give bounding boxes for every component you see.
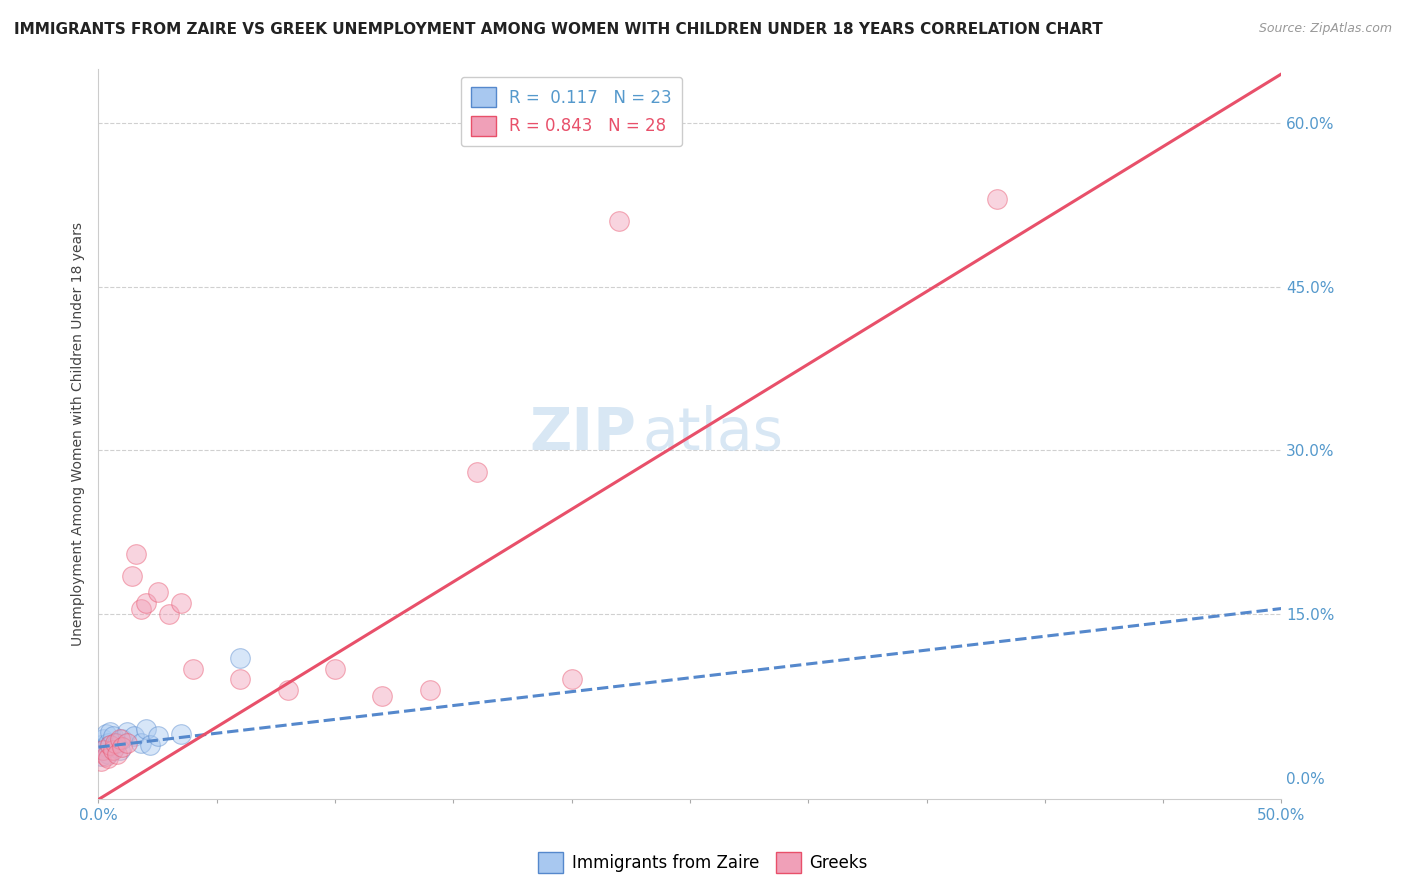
Point [101, 743, 124, 757]
Point [97, 747, 120, 761]
Point [135, 596, 157, 610]
Point [105, 736, 128, 750]
Point [146, 729, 169, 743]
Point [111, 732, 134, 747]
Text: atlas: atlas [643, 406, 783, 462]
Point [90, 748, 112, 763]
Point [146, 585, 169, 599]
Point [104, 736, 127, 750]
Point [323, 661, 346, 675]
Point [90, 738, 112, 752]
Point [97, 736, 120, 750]
Point [129, 736, 152, 750]
Point [101, 729, 124, 743]
Point [111, 740, 134, 755]
Point [229, 650, 252, 665]
Point [125, 547, 148, 561]
Point [90, 754, 112, 768]
Point [170, 596, 193, 610]
Point [94, 740, 117, 755]
Point [607, 214, 630, 228]
Point [98, 738, 121, 752]
Point [105, 747, 128, 761]
Y-axis label: Unemployment Among Women with Children Under 18 years: Unemployment Among Women with Children U… [72, 222, 86, 646]
Point [97, 751, 120, 765]
Point [419, 683, 441, 698]
Point [465, 465, 488, 479]
Point [91, 743, 114, 757]
Point [561, 673, 583, 687]
Legend: Immigrants from Zaire, Greeks: Immigrants from Zaire, Greeks [531, 846, 875, 880]
Text: IMMIGRANTS FROM ZAIRE VS GREEK UNEMPLOYMENT AMONG WOMEN WITH CHILDREN UNDER 18 Y: IMMIGRANTS FROM ZAIRE VS GREEK UNEMPLOYM… [14, 22, 1102, 37]
Point [98, 724, 121, 739]
Point [108, 732, 131, 747]
Point [91, 732, 114, 747]
Point [170, 727, 193, 741]
Point [135, 722, 157, 736]
Point [108, 743, 131, 757]
Point [104, 740, 127, 755]
Point [91, 743, 114, 757]
Point [157, 607, 180, 621]
Text: Source: ZipAtlas.com: Source: ZipAtlas.com [1258, 22, 1392, 36]
Point [129, 601, 152, 615]
Point [94, 727, 117, 741]
Point [986, 193, 1008, 207]
Point [139, 738, 162, 752]
Point [98, 738, 121, 752]
Point [277, 683, 299, 698]
Point [115, 736, 138, 750]
Text: ZIP: ZIP [530, 406, 637, 462]
Legend: R =  0.117   N = 23, R = 0.843   N = 28: R = 0.117 N = 23, R = 0.843 N = 28 [461, 77, 682, 146]
Point [371, 689, 394, 703]
Point [115, 724, 138, 739]
Point [229, 673, 252, 687]
Point [181, 661, 204, 675]
Point [121, 569, 143, 583]
Point [122, 729, 145, 743]
Point [94, 748, 117, 763]
